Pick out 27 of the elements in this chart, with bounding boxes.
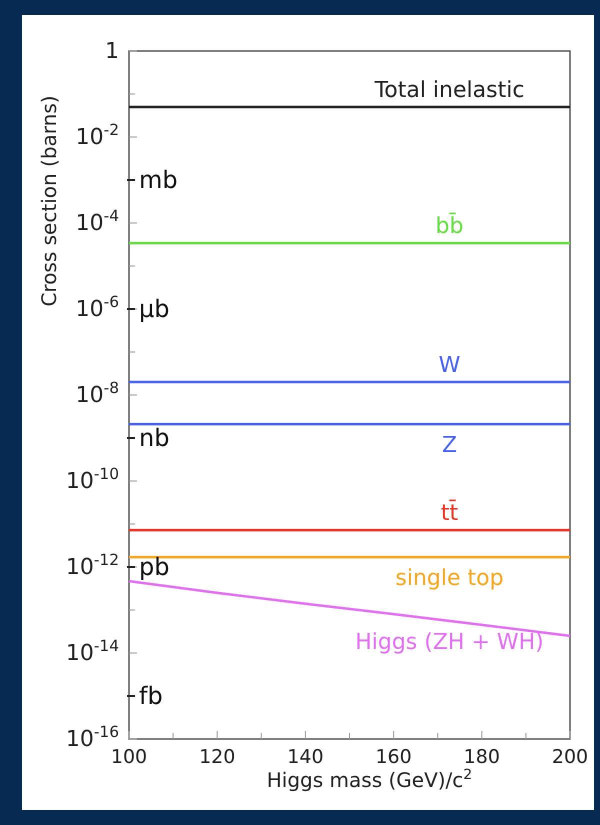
series-label: Total inelastic (374, 78, 524, 103)
y-tick-label: 10$^{-10}$ (66, 465, 119, 494)
x-tick-label: 160 (375, 746, 412, 768)
y-tick-label: 1 (105, 39, 119, 64)
y-tick-label: 10$^{-12}$ (66, 551, 119, 580)
series-label: W (438, 353, 461, 378)
annotation: μb (139, 295, 170, 323)
annotation: fb (139, 682, 163, 710)
y-tick-label: 10$^{-4}$ (76, 207, 119, 236)
y-axis-title: Cross section (barns) (37, 95, 61, 307)
annotation: pb (139, 553, 170, 581)
x-tick-label: 140 (287, 746, 324, 768)
x-axis-title: Higgs mass (GeV)/c$^{2}$ (266, 767, 472, 792)
x-tick-label: 180 (464, 746, 500, 768)
y-tick-label: 10$^{-2}$ (76, 121, 119, 150)
y-tick-label: 10$^{-14}$ (66, 637, 119, 666)
x-tick-label: 200 (552, 746, 588, 768)
series-label: single top (395, 566, 504, 592)
series-label: bb̄ (436, 212, 464, 240)
series-label: tt̄ (440, 499, 458, 526)
annotation: mb (139, 166, 178, 194)
y-tick-label: 10$^{-8}$ (76, 379, 119, 408)
series-label: Higgs (ZH + WH) (355, 630, 544, 655)
x-tick-label: 120 (199, 746, 236, 768)
series-label: Z (442, 433, 458, 458)
annotation: nb (139, 424, 170, 452)
y-tick-label: 10$^{-6}$ (76, 293, 119, 322)
